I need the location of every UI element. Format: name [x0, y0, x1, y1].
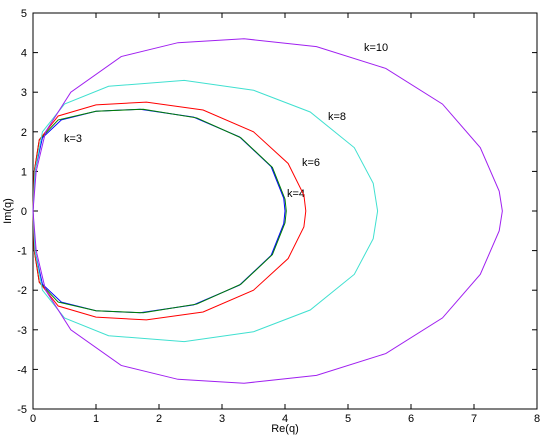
series-line [32, 79, 379, 343]
series-line [32, 38, 503, 384]
y-tick-label: -2 [17, 285, 27, 297]
y-tick-label: 5 [21, 8, 27, 20]
series-line [32, 108, 287, 314]
x-tick-label: 1 [93, 413, 99, 425]
y-tick-label: -5 [17, 404, 27, 416]
series-label: k=10 [364, 42, 388, 54]
y-tick-label: 1 [21, 166, 27, 178]
series-line [32, 101, 307, 321]
series-label: k=3 [64, 133, 82, 145]
series-label: k=6 [302, 157, 320, 169]
y-tick-label: 0 [21, 206, 27, 218]
x-tick-label: 8 [534, 413, 540, 425]
series-label: k=4 [287, 188, 305, 200]
y-tick-label: 2 [21, 127, 27, 139]
y-axis-label: Im(q) [2, 198, 14, 224]
y-tick-label: -1 [17, 246, 27, 258]
series-label: k=8 [328, 111, 346, 123]
x-tick-label: 2 [156, 413, 162, 425]
y-tick-label: 3 [21, 87, 27, 99]
x-tick-label: 6 [408, 413, 414, 425]
x-tick-label: 7 [471, 413, 477, 425]
x-tick-label: 3 [219, 413, 225, 425]
x-axis-label: Re(q) [271, 423, 299, 435]
y-tick-label: 4 [21, 48, 27, 60]
y-tick-label: -3 [17, 325, 27, 337]
x-tick-label: 0 [30, 413, 36, 425]
x-tick-label: 4 [282, 413, 288, 425]
y-tick-label: -4 [17, 364, 27, 376]
x-tick-label: 5 [345, 413, 351, 425]
